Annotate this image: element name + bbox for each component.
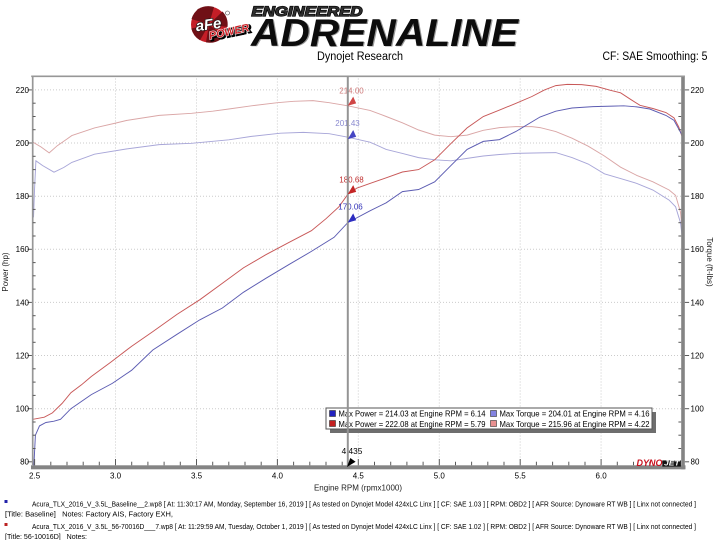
svg-text:Engine RPM (rpmx1000): Engine RPM (rpmx1000) xyxy=(314,484,402,493)
svg-text:160: 160 xyxy=(16,245,30,254)
svg-text:6.0: 6.0 xyxy=(596,471,608,480)
svg-text:120: 120 xyxy=(16,351,30,360)
svg-text:4.0: 4.0 xyxy=(272,471,284,480)
svg-text:Max Power = 214.03 at Engine R: Max Power = 214.03 at Engine RPM = 6.14 xyxy=(339,410,486,419)
svg-text:Torque (ft-lbs): Torque (ft-lbs) xyxy=(705,237,714,287)
svg-text:Acura_TLX_2016_V_3.5L_56-70016: Acura_TLX_2016_V_3.5L_56-70016D___7.wp8 … xyxy=(32,522,696,531)
svg-text:4.5: 4.5 xyxy=(353,471,365,480)
svg-text:170.06: 170.06 xyxy=(338,203,363,212)
svg-text:200: 200 xyxy=(691,139,705,148)
svg-text:Power (hp): Power (hp) xyxy=(1,252,10,291)
svg-text:aFe: aFe xyxy=(195,15,223,35)
svg-text:3.0: 3.0 xyxy=(110,471,122,480)
svg-text:100: 100 xyxy=(16,405,30,414)
svg-text:5.5: 5.5 xyxy=(515,471,527,480)
svg-text:Dynojet Research: Dynojet Research xyxy=(317,51,403,63)
svg-text:160: 160 xyxy=(691,245,705,254)
svg-text:220: 220 xyxy=(691,86,705,95)
svg-text:120: 120 xyxy=(691,351,705,360)
svg-text:2.5: 2.5 xyxy=(29,471,41,480)
svg-text:180.68: 180.68 xyxy=(339,176,364,185)
svg-text:180: 180 xyxy=(16,192,30,201)
svg-text:180: 180 xyxy=(691,192,705,201)
svg-text:ENGINEERED: ENGINEERED xyxy=(252,4,363,19)
svg-text:DYNO: DYNO xyxy=(637,458,663,468)
svg-text:3.5: 3.5 xyxy=(191,471,203,480)
svg-text:220: 220 xyxy=(16,86,30,95)
svg-text:[Title: 56-10016D] Notes:: [Title: 56-10016D] Notes: xyxy=(5,532,87,540)
svg-text:100: 100 xyxy=(691,405,705,414)
svg-text:ADRENALINE: ADRENALINE xyxy=(250,12,519,55)
svg-text:Max Torque = 204.01 at Engine: Max Torque = 204.01 at Engine RPM = 4.16 xyxy=(500,410,650,419)
svg-text:214.00: 214.00 xyxy=(339,86,364,95)
svg-text:Max Power = 222.08 at Engine R: Max Power = 222.08 at Engine RPM = 5.79 xyxy=(339,420,486,429)
svg-text:JET: JET xyxy=(664,459,680,468)
svg-text:200: 200 xyxy=(16,139,30,148)
svg-text:80: 80 xyxy=(691,458,700,467)
svg-text:80: 80 xyxy=(20,458,29,467)
svg-text:140: 140 xyxy=(16,298,30,307)
svg-text:[Title: Baseline] Notes: Fac: [Title: Baseline] Notes: Factory AIS, Fa… xyxy=(5,510,173,519)
svg-text:ADRENALINE: ADRENALINE xyxy=(251,13,520,56)
svg-text:140: 140 xyxy=(691,298,705,307)
svg-text:4.435: 4.435 xyxy=(342,446,363,456)
svg-text:Acura_TLX_2016_V_3.5L_Baseline: Acura_TLX_2016_V_3.5L_Baseline__2.wp8 [ … xyxy=(32,499,696,508)
svg-text:5.0: 5.0 xyxy=(434,471,446,480)
svg-text:CF: SAE Smoothing: 5: CF: SAE Smoothing: 5 xyxy=(603,51,708,63)
svg-text:Max Torque = 215.96 at Engine: Max Torque = 215.96 at Engine RPM = 4.22 xyxy=(500,420,650,429)
